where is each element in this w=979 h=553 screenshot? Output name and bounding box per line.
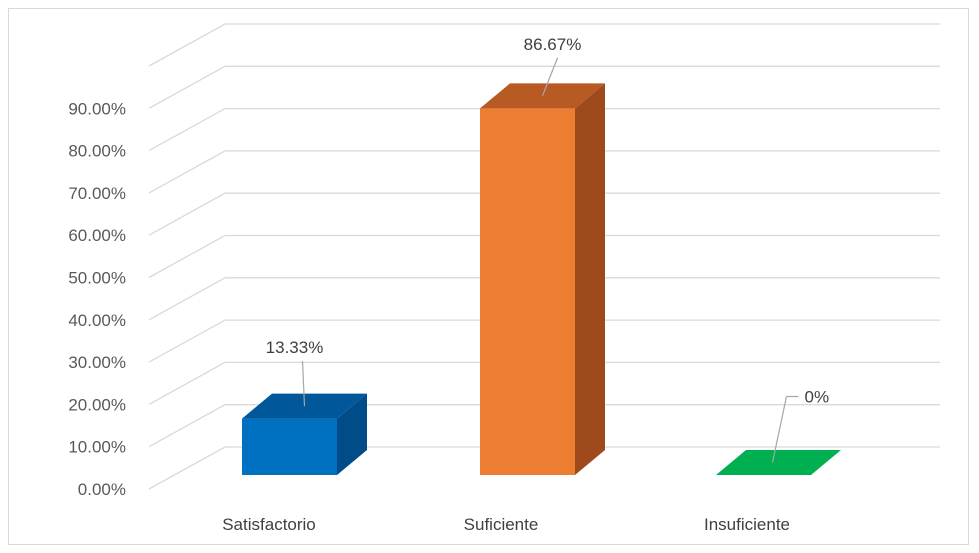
y-tick-label: 30.00% (68, 353, 126, 372)
leader-line (541, 57, 559, 97)
bar (480, 83, 605, 476)
chart-frame: 0.00% 10.00% 20.00% 30.00% 40.00% 50.00% 60.00… (8, 8, 969, 545)
bar-front (480, 108, 575, 476)
bars (242, 83, 841, 476)
bar-side (337, 393, 367, 475)
bar (242, 393, 367, 475)
y-tick-label: 70.00% (68, 184, 126, 203)
y-tick-label: 40.00% (68, 311, 126, 330)
gridline (148, 150, 940, 194)
bar-side (575, 83, 605, 476)
y-tick-label: 0.00% (78, 480, 126, 499)
category-label: Suficiente (464, 515, 539, 534)
bar (716, 450, 841, 475)
y-tick-label: 50.00% (68, 269, 126, 288)
bar-top (716, 450, 841, 475)
gridline (148, 319, 940, 363)
y-tick-label: 20.00% (68, 395, 126, 414)
gridline (148, 107, 940, 152)
y-tick-label: 10.00% (68, 438, 126, 457)
category-label: Satisfactorio (222, 515, 316, 534)
gridline (148, 234, 940, 279)
leader-line (301, 361, 306, 407)
y-tick-label: 80.00% (68, 142, 126, 161)
gridline (148, 361, 940, 405)
gridline (148, 23, 940, 67)
gridline (148, 404, 940, 448)
bar-chart: 0.00% 10.00% 20.00% 30.00% 40.00% 50.00% 60.00… (68, 23, 940, 534)
y-tick-label: 60.00% (68, 226, 126, 245)
gridline (148, 65, 940, 109)
data-labels: 13.33% 86.67% 0% (266, 35, 829, 463)
y-tick-label: 90.00% (68, 99, 126, 118)
bar-front (242, 418, 337, 475)
gridline (148, 192, 940, 236)
y-tick-labels: 0.00% 10.00% 20.00% 30.00% 40.00% 50.00% 60.00… (68, 99, 126, 499)
data-label: 0% (805, 388, 830, 407)
category-label: Insuficiente (704, 515, 790, 534)
gridline (148, 277, 940, 321)
category-labels: Satisfactorio Suficiente Insuficiente (222, 515, 790, 534)
data-label: 13.33% (266, 338, 324, 357)
data-label: 86.67% (524, 35, 582, 54)
gridline (148, 446, 940, 490)
leader-line (771, 396, 788, 463)
grid-layer (148, 23, 940, 490)
